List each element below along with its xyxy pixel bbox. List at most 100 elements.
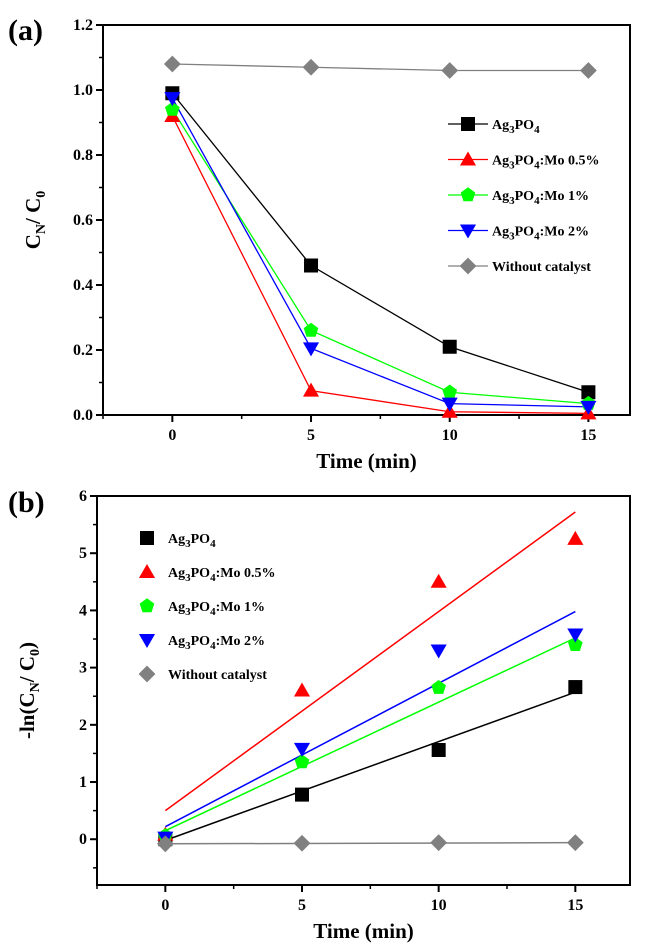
y-tick-label: 2 [79,717,87,734]
legend: Ag3PO4 Ag3PO4:Mo 0.5% Ag3PO4:Mo 1% Ag3PO4:M… [448,118,599,275]
series-ag3po4 [171,92,589,393]
series-ag3po4-mo-2- [171,97,589,408]
data-point [295,787,309,802]
legend-marker [140,531,154,545]
series-line [171,115,589,415]
x-tick-label: 5 [307,427,315,444]
data-point [293,742,311,757]
panel-label: (a) [8,14,43,47]
y-tick-label: 0 [79,831,87,848]
legend-item: Ag3PO4:Mo 0.5% [168,566,275,584]
legend-marker [138,634,156,649]
data-point [431,742,446,757]
series-line [172,63,589,72]
plot-frame [102,24,631,416]
legend-item: Ag3PO4:Mo 0.5% [448,154,599,172]
data-point [302,342,320,357]
chart-panel-a: 0 5 10 15 0.0 0.2 0.4 0.6 0.8 1.0 1.2 Time (min) CN/… [8,14,631,473]
x-axis-label: Time (min) [316,449,417,473]
fit-line [165,637,576,832]
y-tick-label: 0.6 [73,212,93,229]
data-point [430,573,447,588]
series-ag3po4-mo-1- [165,637,576,832]
legend-item: Ag3PO4:Mo 1% [168,600,265,618]
chart-panel-b: 0 5 10 15 0 1 2 3 4 5 6 Time (min) -ln(CN/ C0) (b) Ag3… [8,486,631,943]
legend-label: Ag3PO4:Mo 0.5% [492,154,599,172]
fit-line [165,691,576,842]
legend-label: Ag3PO4 [168,532,216,550]
data-point [165,101,180,116]
fit-line [165,841,576,845]
legend-label: Ag3PO4:Mo 2% [492,225,589,243]
legend-item: Without catalyst [168,668,267,683]
legend-marker [139,598,155,613]
data-point [430,644,447,659]
data-point [163,55,181,73]
data-point [441,397,458,412]
y-tick-label: 3 [79,660,87,677]
legend-marker [461,117,475,131]
data-point [441,62,459,79]
fit-line [164,610,576,828]
y-tick-label: 1.2 [73,17,93,34]
x-tick-label: 5 [298,897,306,914]
series-ag3po4-mo-0-5- [164,511,576,812]
y-tick-label: 0.8 [73,147,93,164]
legend: Ag3PO4 Ag3PO4:Mo 0.5% Ag3PO4:Mo 1% Ag3PO4:M… [168,532,275,683]
y-tick-label: 0.0 [73,407,93,424]
data-point [568,637,583,651]
y-tick-label: 4 [79,602,87,619]
legend-item: Ag3PO4:Mo 1% [448,189,589,207]
legend-label: Ag3PO4:Mo 0.5% [168,566,275,584]
data-point [567,628,584,643]
data-point [294,754,310,769]
data-point [566,834,584,852]
x-tick-label: 15 [567,897,583,914]
data-point [304,258,319,273]
legend-label: Ag3PO4 [492,118,540,136]
x-tick-label: 10 [442,427,458,444]
y-axis-label: -ln(CN/ C0) [15,642,43,739]
y-tick-label: 5 [79,545,87,562]
legend-marker [460,187,476,202]
data-point [579,62,597,79]
y-tick-label: 1 [79,774,87,791]
legend-label: Ag3PO4:Mo 1% [168,600,265,618]
series-ag3po4 [165,691,576,842]
fit-line [164,511,576,812]
legend-item: Ag3PO4 [448,118,540,136]
legend-label: Without catalyst [168,668,267,683]
data-point [164,92,181,107]
y-tick-label: 0.2 [73,342,93,359]
series-without-catalyst [165,841,576,845]
data-point [430,834,448,852]
legend-marker [138,563,156,578]
x-tick-label: 15 [580,427,596,444]
panel-label: (b) [8,486,45,519]
legend-item: Ag3PO4:Mo 2% [168,634,265,652]
x-tick-label: 0 [161,897,169,914]
y-tick-label: 1.0 [73,82,93,99]
data-point [302,382,320,397]
data-point [580,400,597,415]
data-point [293,834,311,852]
series-without-catalyst [172,63,589,72]
data-point [442,384,458,399]
series-line [171,97,589,408]
data-point [442,339,457,354]
y-tick-label: 0.4 [73,277,93,294]
data-point [568,680,583,695]
legend-label: Without catalyst [492,260,591,275]
legend-marker [459,224,477,239]
data-point [431,679,446,694]
series-line [171,92,589,393]
legend-marker [459,257,477,275]
data-point [302,58,320,76]
series-ag3po4-mo-2- [164,610,576,828]
plot-frame [96,495,631,886]
data-point [156,835,174,853]
x-axis-label: Time (min) [313,919,414,943]
legend-item: Ag3PO4 [168,532,216,550]
series-ag3po4-mo-0-5- [171,115,589,415]
